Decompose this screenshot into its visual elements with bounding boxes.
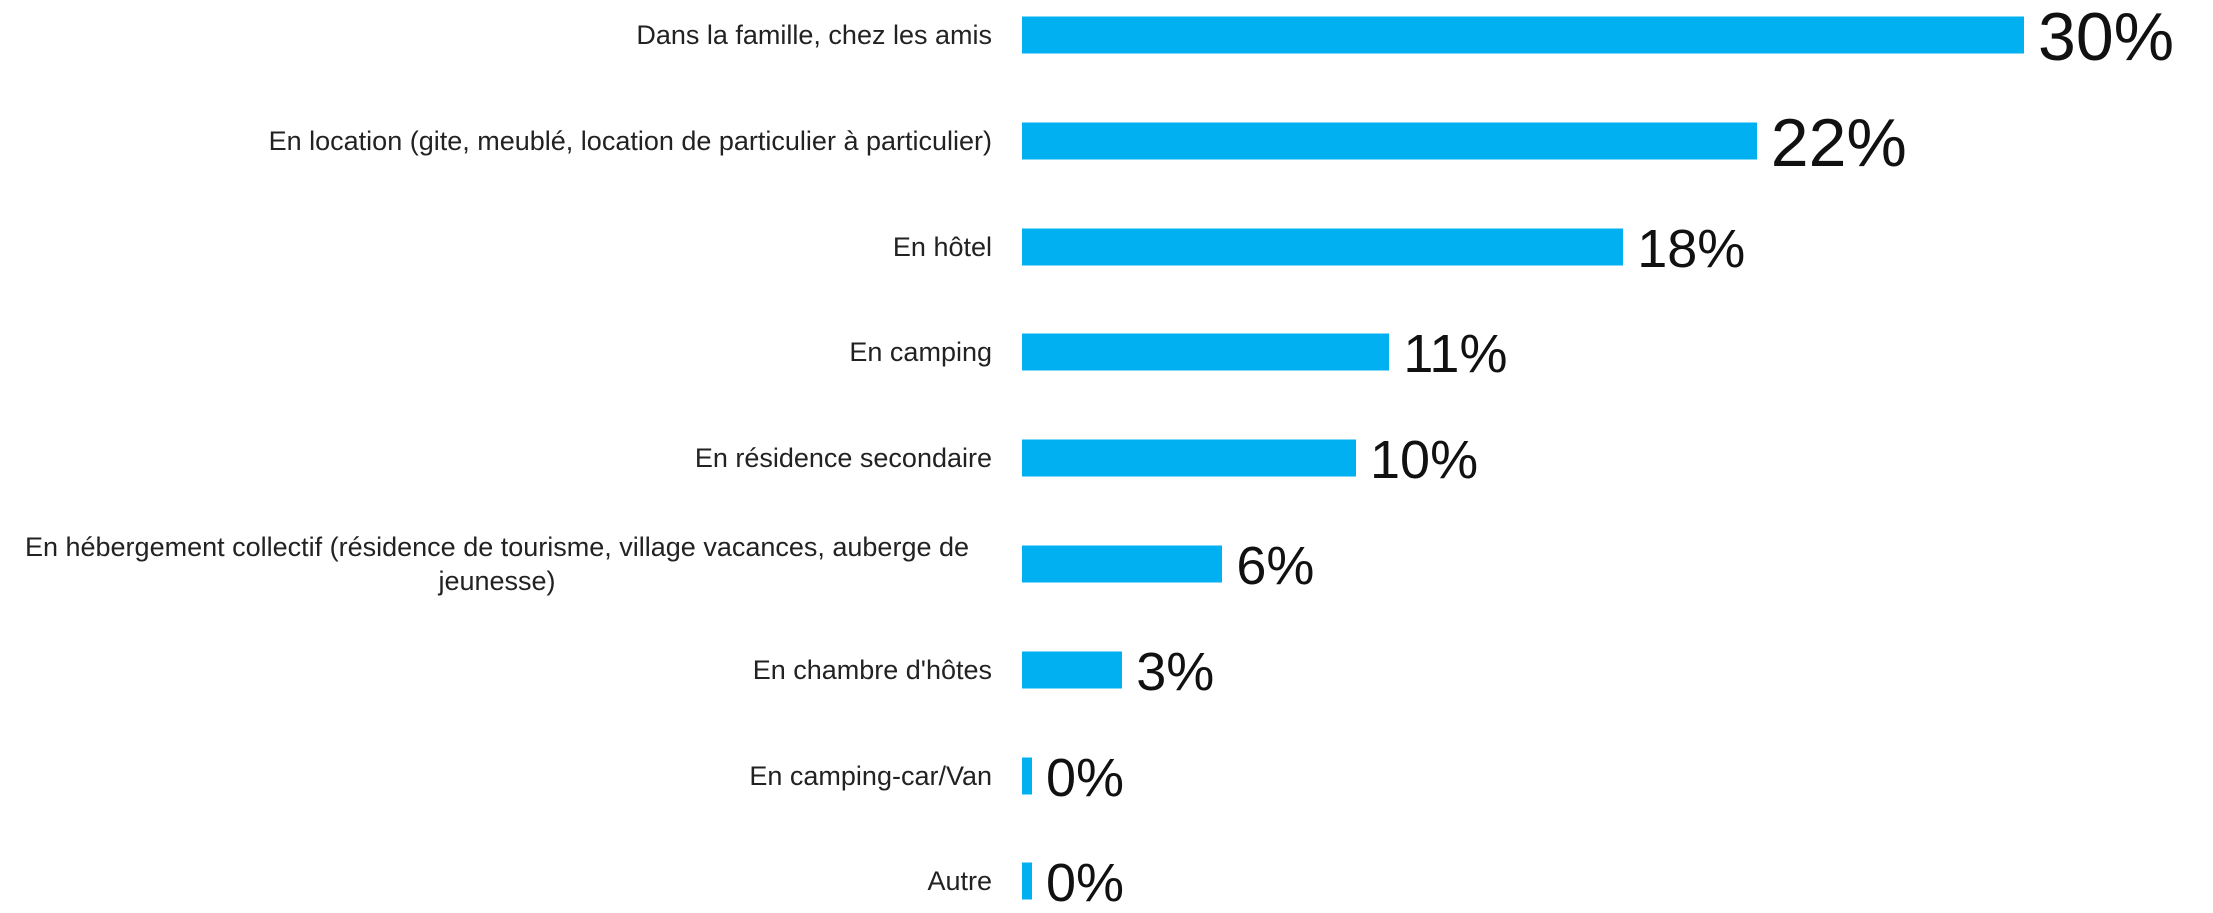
value-label: 0%: [1046, 747, 1125, 808]
category-label: Autre: [927, 866, 992, 897]
bar: [1022, 122, 1757, 160]
value-label: 11%: [1403, 324, 1508, 385]
category-label: En camping: [849, 337, 992, 368]
bar: [1022, 862, 1033, 900]
value-label: 3%: [1136, 641, 1215, 702]
category-label: En hôtel: [892, 231, 992, 262]
category-label: En chambre d'hôtes: [752, 654, 992, 685]
value-label: 0%: [1046, 853, 1125, 913]
value-label: 10%: [1370, 430, 1479, 491]
category-label: En location (gite, meublé, location de p…: [268, 125, 992, 156]
bar: [1022, 333, 1390, 371]
bar: [1022, 757, 1033, 795]
bar: [1022, 16, 2024, 54]
category-label: En hébergement collectif (résidence de t…: [24, 532, 970, 596]
value-label: 6%: [1236, 536, 1315, 596]
category-label: Dans la famille, chez les amis: [636, 20, 992, 50]
category-label: En camping-car/Van: [749, 760, 992, 791]
value-label: 22%: [1770, 104, 1907, 181]
bar: [1022, 228, 1624, 266]
value-label: 30%: [2038, 0, 2175, 75]
bar: [1022, 545, 1223, 583]
value-label: 18%: [1637, 218, 1746, 279]
bar: [1022, 439, 1356, 477]
bar: [1022, 651, 1123, 689]
category-label: En résidence secondaire: [694, 443, 992, 474]
